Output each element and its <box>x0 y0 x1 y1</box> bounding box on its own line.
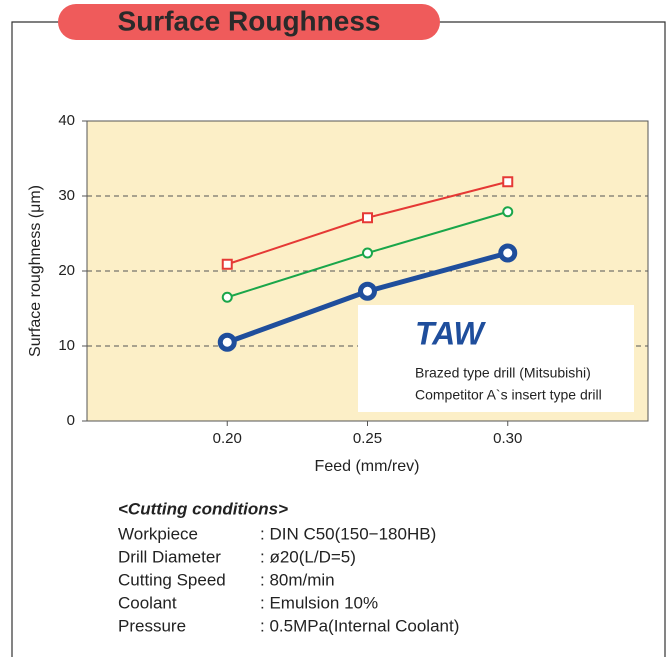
marker <box>221 291 233 303</box>
y-tick-label: 30 <box>58 187 75 204</box>
marker <box>498 243 518 263</box>
x-axis-label: Feed (mm/rev) <box>315 458 420 475</box>
legend-logo: TAW <box>415 315 487 351</box>
condition-label: Pressure <box>118 616 186 635</box>
plot: 0 10 20 30 40 0.20 0.25 0.30 <box>58 112 648 447</box>
condition-label: Workpiece <box>118 524 198 543</box>
x-tick-label: 0.20 <box>213 430 242 447</box>
condition-value: : DIN C50(150−180HB) <box>260 524 436 543</box>
legend-box <box>358 305 634 412</box>
conditions: Workpiece : DIN C50(150−180HB) Drill Diame… <box>118 524 459 635</box>
condition-label: Cutting Speed <box>118 570 226 589</box>
marker <box>221 258 233 270</box>
marker <box>502 206 514 218</box>
x-tick-label: 0.30 <box>493 430 522 447</box>
y-tick-label: 0 <box>67 412 75 429</box>
condition-value: : 80m/min <box>260 570 335 589</box>
y-tick-label: 40 <box>58 112 75 129</box>
condition-label: Coolant <box>118 593 177 612</box>
legend-label: Brazed type drill (Mitsubishi) <box>415 365 591 381</box>
chart-title: Surface Roughness <box>118 5 381 36</box>
marker <box>358 281 377 301</box>
x-tick-label: 0.25 <box>353 430 382 447</box>
marker <box>362 212 373 224</box>
condition-value: : ø20(L/D=5) <box>260 547 356 566</box>
legend-label: Competitor A`s insert type drill <box>415 387 602 403</box>
title-pill <box>58 4 440 40</box>
y-tick-label: 20 <box>58 262 75 279</box>
y-tick-label: 10 <box>58 337 75 354</box>
condition-value: : Emulsion 10% <box>260 593 378 612</box>
marker <box>362 247 373 259</box>
legend: TAW Brazed type drill (Mitsubishi) Competi… <box>415 315 602 402</box>
condition-label: Drill Diameter <box>118 547 221 566</box>
y-axis-label: Surface roughness (μm) <box>27 185 44 357</box>
marker <box>217 332 237 352</box>
marker <box>502 176 514 188</box>
conditions-title: <Cutting conditions> <box>118 499 288 518</box>
condition-value: : 0.5MPa(Internal Coolant) <box>260 616 459 635</box>
